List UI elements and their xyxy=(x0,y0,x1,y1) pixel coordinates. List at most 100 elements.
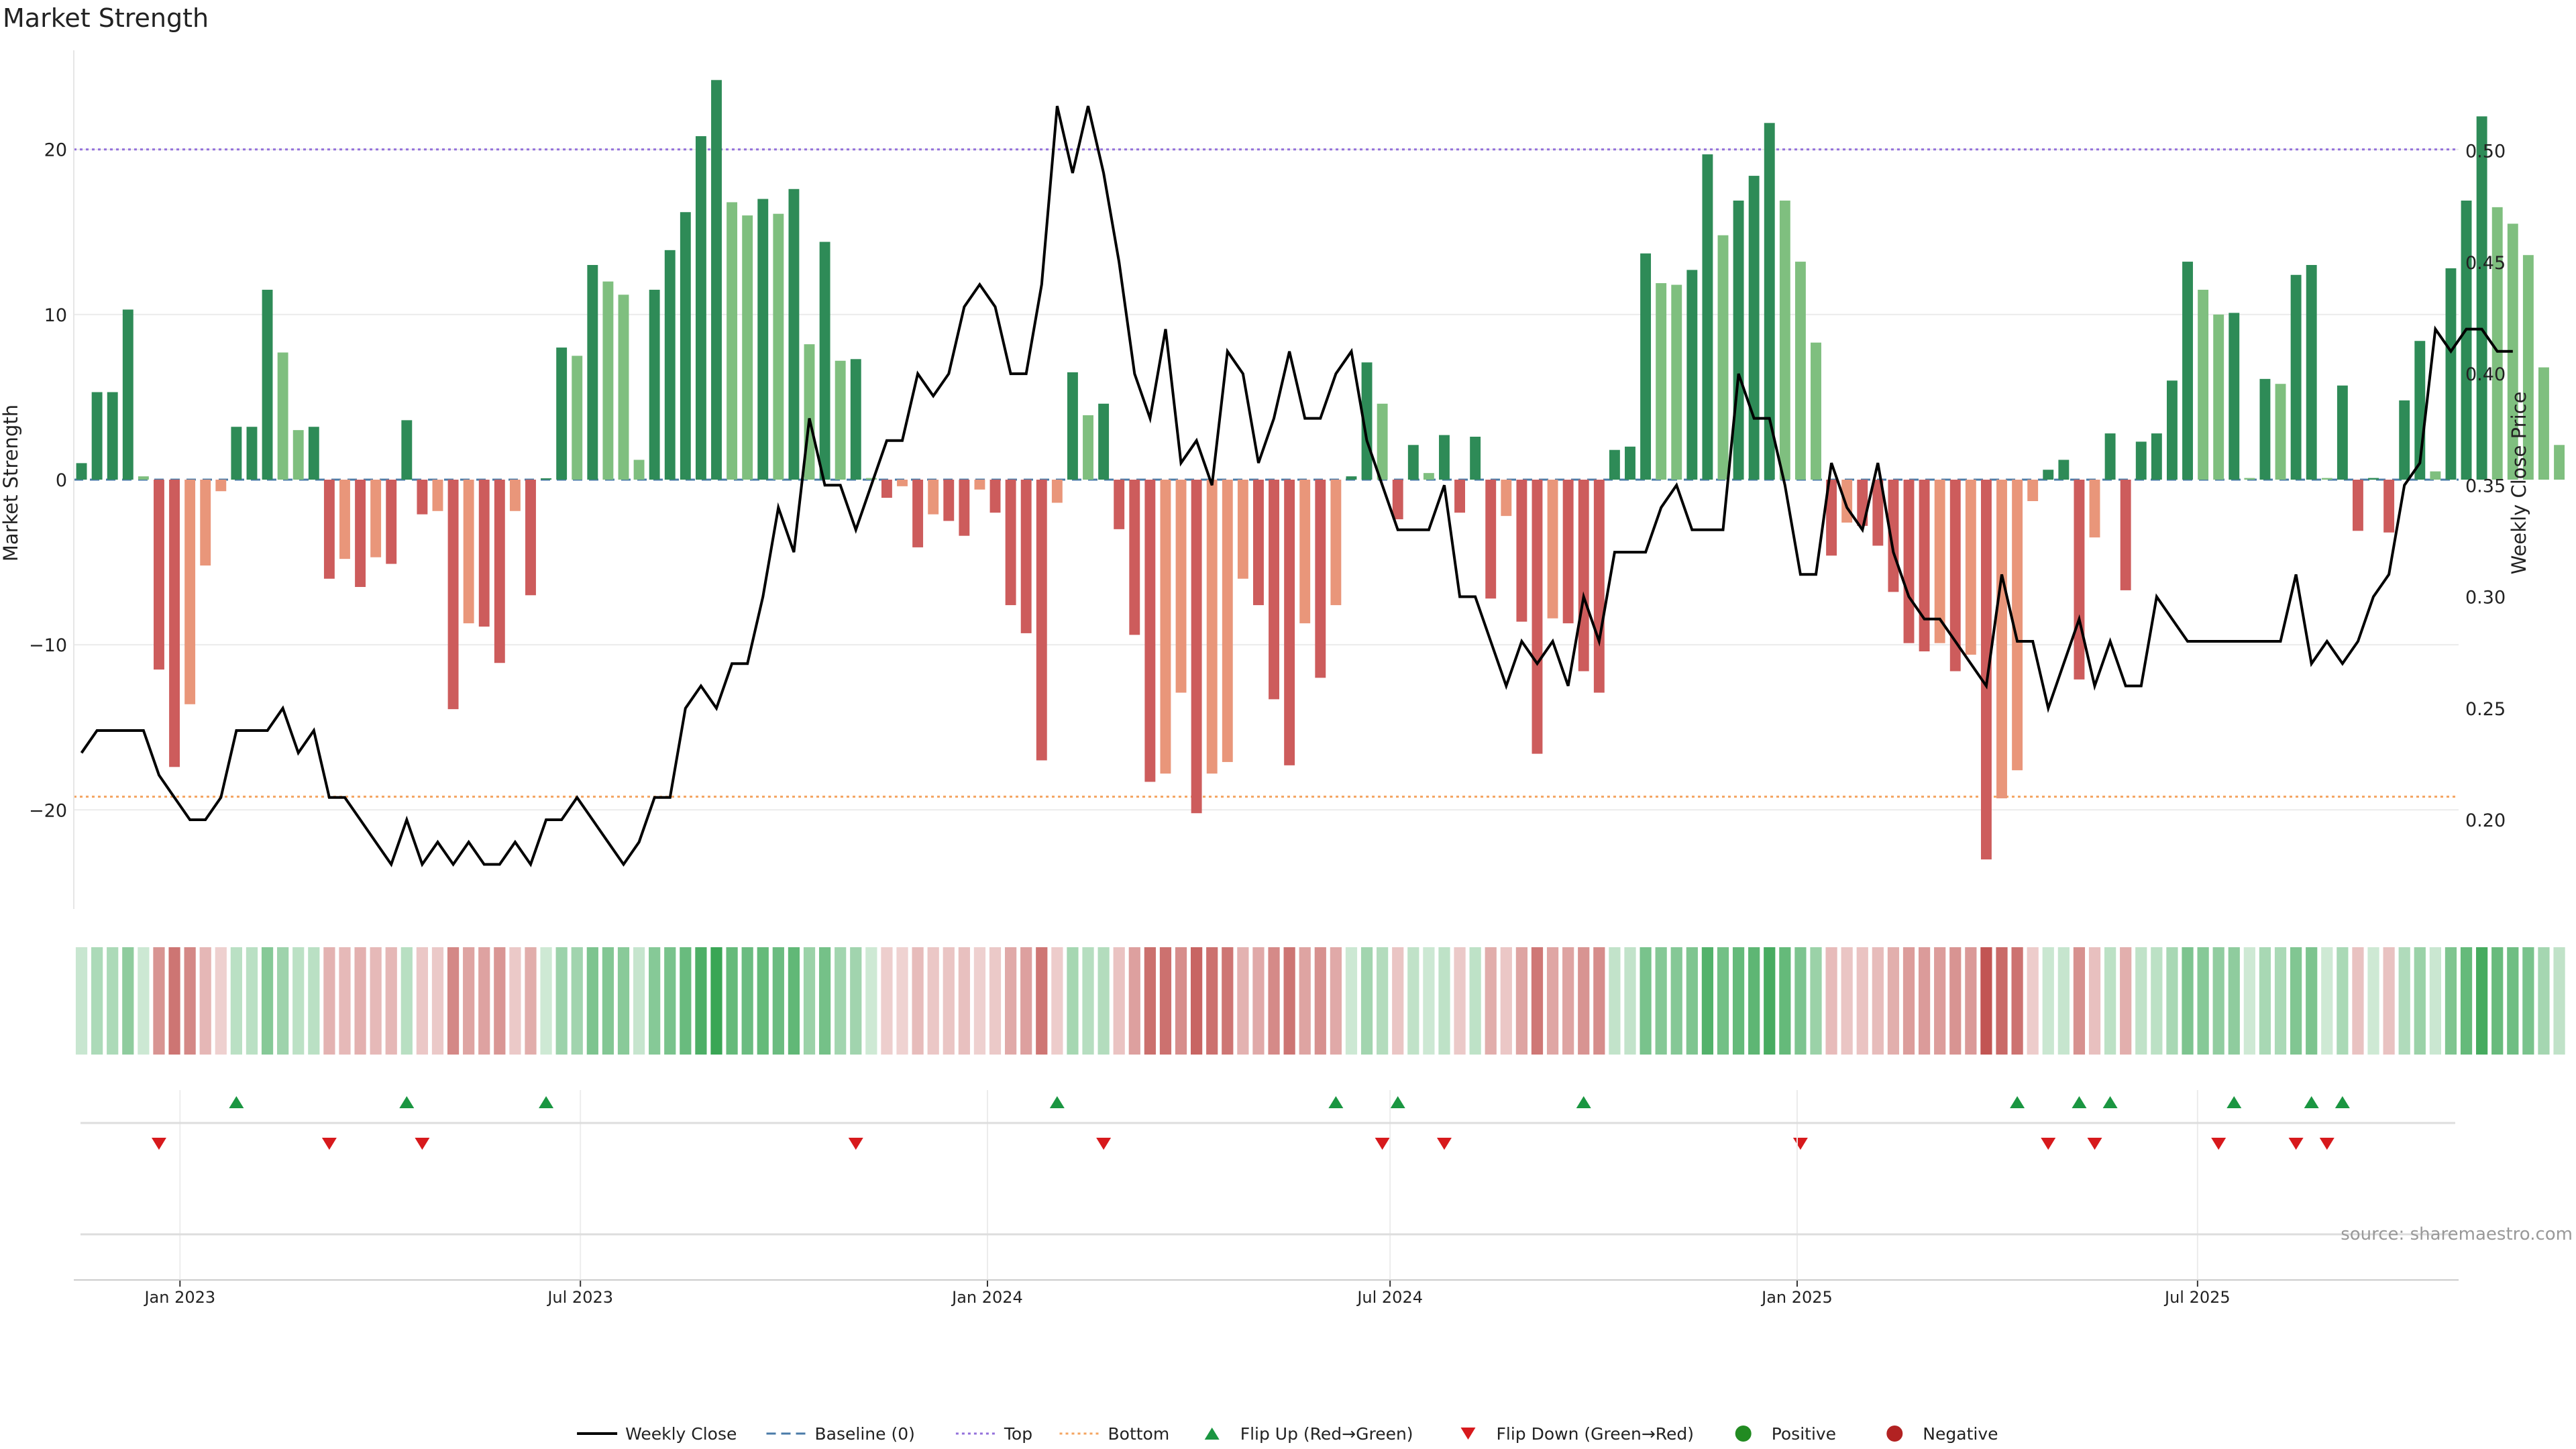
heat-cell xyxy=(1377,947,1389,1055)
heat-cell xyxy=(1764,947,1776,1055)
strength-bar xyxy=(2213,314,2224,480)
heat-cell xyxy=(555,947,568,1055)
strength-bar xyxy=(819,241,830,480)
strength-bar xyxy=(2151,433,2162,480)
strength-bar xyxy=(277,352,288,480)
heat-cell xyxy=(2151,947,2163,1055)
strength-bar xyxy=(1748,176,1760,480)
heat-cell xyxy=(2228,947,2240,1055)
heat-cell xyxy=(1500,947,1512,1055)
strength-bar xyxy=(1160,480,1171,774)
legend-label-5: Flip Down (Green→Red) xyxy=(1497,1424,1695,1444)
heat-cell xyxy=(2429,947,2441,1055)
heat-cell xyxy=(912,947,924,1055)
strength-bar xyxy=(572,356,583,480)
y-tick-left: −10 xyxy=(29,635,67,656)
heat-cell xyxy=(2414,947,2426,1055)
strength-bar xyxy=(1330,480,1342,606)
heat-cell xyxy=(1330,947,1342,1055)
heat-cell xyxy=(1268,947,1280,1055)
heat-cell xyxy=(788,947,800,1055)
strength-bar xyxy=(107,392,118,480)
heat-cell xyxy=(1423,947,1435,1055)
flip-down-marker xyxy=(321,1138,337,1150)
heat-cell xyxy=(107,947,119,1055)
flip-down-marker xyxy=(2211,1138,2226,1150)
heat-cell xyxy=(354,947,366,1055)
heat-cell xyxy=(230,947,242,1055)
strength-bar xyxy=(2120,480,2131,590)
strength-bar xyxy=(2522,255,2534,480)
x-tick-label: Jan 2023 xyxy=(143,1288,215,1307)
strength-bar xyxy=(1903,480,1915,643)
heat-cell xyxy=(2088,947,2101,1055)
heat-cell xyxy=(2337,947,2349,1055)
strength-bar xyxy=(1237,480,1248,579)
legend-label-1: Baseline (0) xyxy=(815,1424,915,1444)
y-tick-right: 0.35 xyxy=(2465,476,2506,496)
heat-cell xyxy=(881,947,893,1055)
heat-cell xyxy=(680,947,692,1055)
x-tick-label: Jan 2024 xyxy=(951,1288,1023,1307)
y-tick-left: 0 xyxy=(56,470,67,491)
flip-up-marker xyxy=(2010,1096,2025,1108)
flip-down-marker xyxy=(151,1138,166,1150)
legend-symbol-6 xyxy=(1735,1426,1752,1442)
strength-bar xyxy=(1407,445,1419,480)
strength-bar xyxy=(1717,235,1729,480)
heat-cell xyxy=(246,947,258,1055)
heat-cell xyxy=(261,947,274,1055)
y-tick-right: 0.20 xyxy=(2465,810,2506,831)
heat-cell xyxy=(2445,947,2457,1055)
heat-cell xyxy=(2290,947,2302,1055)
y-tick-left: 10 xyxy=(44,305,67,326)
heat-cell xyxy=(1825,947,1837,1055)
strength-bar xyxy=(292,430,304,480)
flip-down-marker xyxy=(1436,1138,1452,1150)
flip-markers-panel xyxy=(151,1096,2350,1150)
heat-cell xyxy=(2507,947,2519,1055)
strength-bar xyxy=(1934,480,1945,643)
strength-bar xyxy=(2353,480,2363,531)
heat-cell xyxy=(1996,947,2008,1055)
y-tick-right: 0.25 xyxy=(2465,699,2506,720)
heat-cell xyxy=(1902,947,1915,1055)
heat-cell xyxy=(1578,947,1590,1055)
heat-cell xyxy=(2460,947,2473,1055)
flip-down-marker xyxy=(415,1138,430,1150)
strength-bar xyxy=(2244,478,2255,480)
heat-cell xyxy=(416,947,429,1055)
heat-cell xyxy=(2259,947,2271,1055)
strength-bar xyxy=(727,202,738,480)
heat-cell xyxy=(818,947,831,1055)
heat-cell xyxy=(1097,947,1110,1055)
strength-bar xyxy=(2538,367,2549,480)
heat-cell xyxy=(1887,947,1900,1055)
strength-bar xyxy=(169,480,180,767)
strength-bar xyxy=(1439,435,1450,480)
legend-label-2: Top xyxy=(1004,1424,1032,1444)
strength-bar xyxy=(1129,480,1140,635)
strength-bar xyxy=(2445,268,2457,480)
strength-bar xyxy=(695,136,706,480)
strength-bar xyxy=(1020,480,1032,633)
strength-bar xyxy=(432,480,443,511)
strength-bar xyxy=(1114,480,1125,529)
heat-cell xyxy=(2553,947,2565,1055)
source-note: source: sharemaestro.com xyxy=(2341,1224,2573,1244)
strength-bar xyxy=(602,281,614,480)
strength-bar xyxy=(463,480,474,624)
heat-cell xyxy=(1562,947,1574,1055)
strength-bar xyxy=(1764,123,1775,480)
heat-cell xyxy=(168,947,180,1055)
strength-bar xyxy=(355,480,366,587)
heat-cell xyxy=(1237,947,1249,1055)
strength-bar xyxy=(231,427,242,480)
heat-cell xyxy=(1670,947,1682,1055)
heat-cell xyxy=(1469,947,1481,1055)
strength-bar xyxy=(1005,480,1016,606)
strength-bar xyxy=(2321,478,2332,480)
strength-bar xyxy=(742,215,753,480)
heat-cell xyxy=(586,947,598,1055)
heat-cell xyxy=(1175,947,1187,1055)
